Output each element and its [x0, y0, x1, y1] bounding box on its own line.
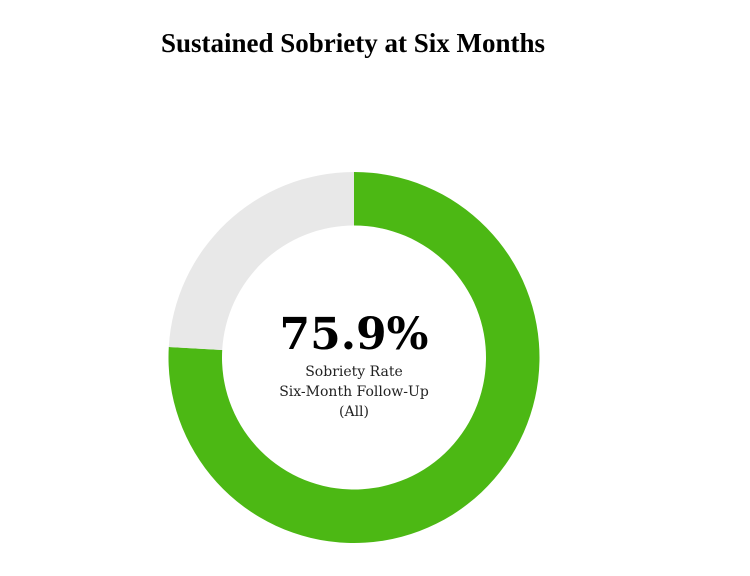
center-label-2: Six-Month Follow-Up — [279, 384, 429, 400]
donut-slice-1 — [168, 172, 354, 351]
center-value: 75.9% — [280, 309, 429, 360]
center-label-3: (All) — [339, 404, 369, 420]
center-label-1: Sobriety Rate — [305, 364, 403, 380]
chart-title: Sustained Sobriety at Six Months — [160, 28, 546, 58]
